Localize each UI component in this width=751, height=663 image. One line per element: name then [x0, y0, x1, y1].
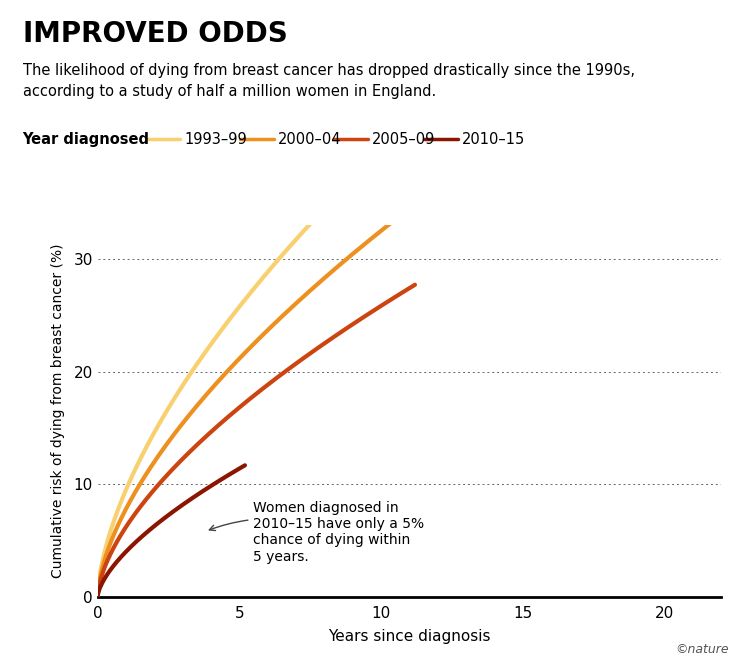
Text: 1993–99: 1993–99	[184, 132, 247, 147]
Text: Women diagnosed in
2010–15 have only a 5%
chance of dying within
5 years.: Women diagnosed in 2010–15 have only a 5…	[210, 501, 424, 564]
Y-axis label: Cumulative risk of dying from breast cancer (%): Cumulative risk of dying from breast can…	[51, 244, 65, 578]
Text: The likelihood of dying from breast cancer has dropped drastically since the 199: The likelihood of dying from breast canc…	[23, 63, 635, 99]
Text: IMPROVED ODDS: IMPROVED ODDS	[23, 20, 288, 48]
Text: 2005–09: 2005–09	[372, 132, 435, 147]
X-axis label: Years since diagnosis: Years since diagnosis	[328, 629, 490, 644]
Text: Year diagnosed: Year diagnosed	[23, 132, 149, 147]
Text: 2000–04: 2000–04	[278, 132, 342, 147]
Text: ©nature: ©nature	[675, 643, 728, 656]
Text: 2010–15: 2010–15	[462, 132, 525, 147]
